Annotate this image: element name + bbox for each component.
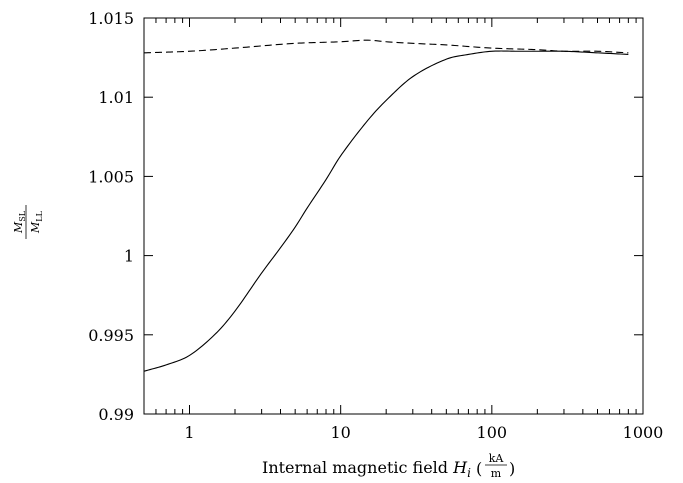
x-axis-label-frac-den: m xyxy=(491,467,502,480)
y-tick-label: 1.015 xyxy=(88,9,134,28)
y-axis-label: MSL MLL xyxy=(12,205,44,239)
series-layer xyxy=(143,39,629,372)
y-tick-label: 0.99 xyxy=(98,405,134,424)
y-axis-label-denominator: MLL xyxy=(29,210,44,234)
plot-frame xyxy=(143,17,644,415)
plot-border xyxy=(143,17,644,415)
x-tick-label: 10 xyxy=(330,423,350,442)
y-tick-label: 1.005 xyxy=(88,167,134,186)
series-line-dashed xyxy=(143,39,629,54)
x-axis-label-text: Internal magnetic field Hi xyxy=(262,458,471,480)
x-axis-label-lparen: ( xyxy=(476,459,482,478)
y-tick-label: 0.995 xyxy=(88,326,134,345)
y-tick-label: 1.01 xyxy=(98,88,134,107)
series-line-solid xyxy=(143,50,629,372)
ticks-layer: 1 10 100 1000 0.99 0.995 1 1.005 1.01 1.015 xyxy=(88,9,663,442)
y-tick-label: 1 xyxy=(124,247,134,266)
x-axis-label: Internal magnetic field Hi ( kA m ) xyxy=(262,452,515,480)
x-tick-label: 100 xyxy=(477,423,508,442)
y-axis-label-numerator: MSL xyxy=(12,210,27,234)
x-tick-label: 1 xyxy=(184,423,194,442)
x-axis-label-frac-num: kA xyxy=(489,452,505,465)
x-axis-label-rparen: ) xyxy=(509,459,515,478)
x-tick-label: 1000 xyxy=(623,423,664,442)
